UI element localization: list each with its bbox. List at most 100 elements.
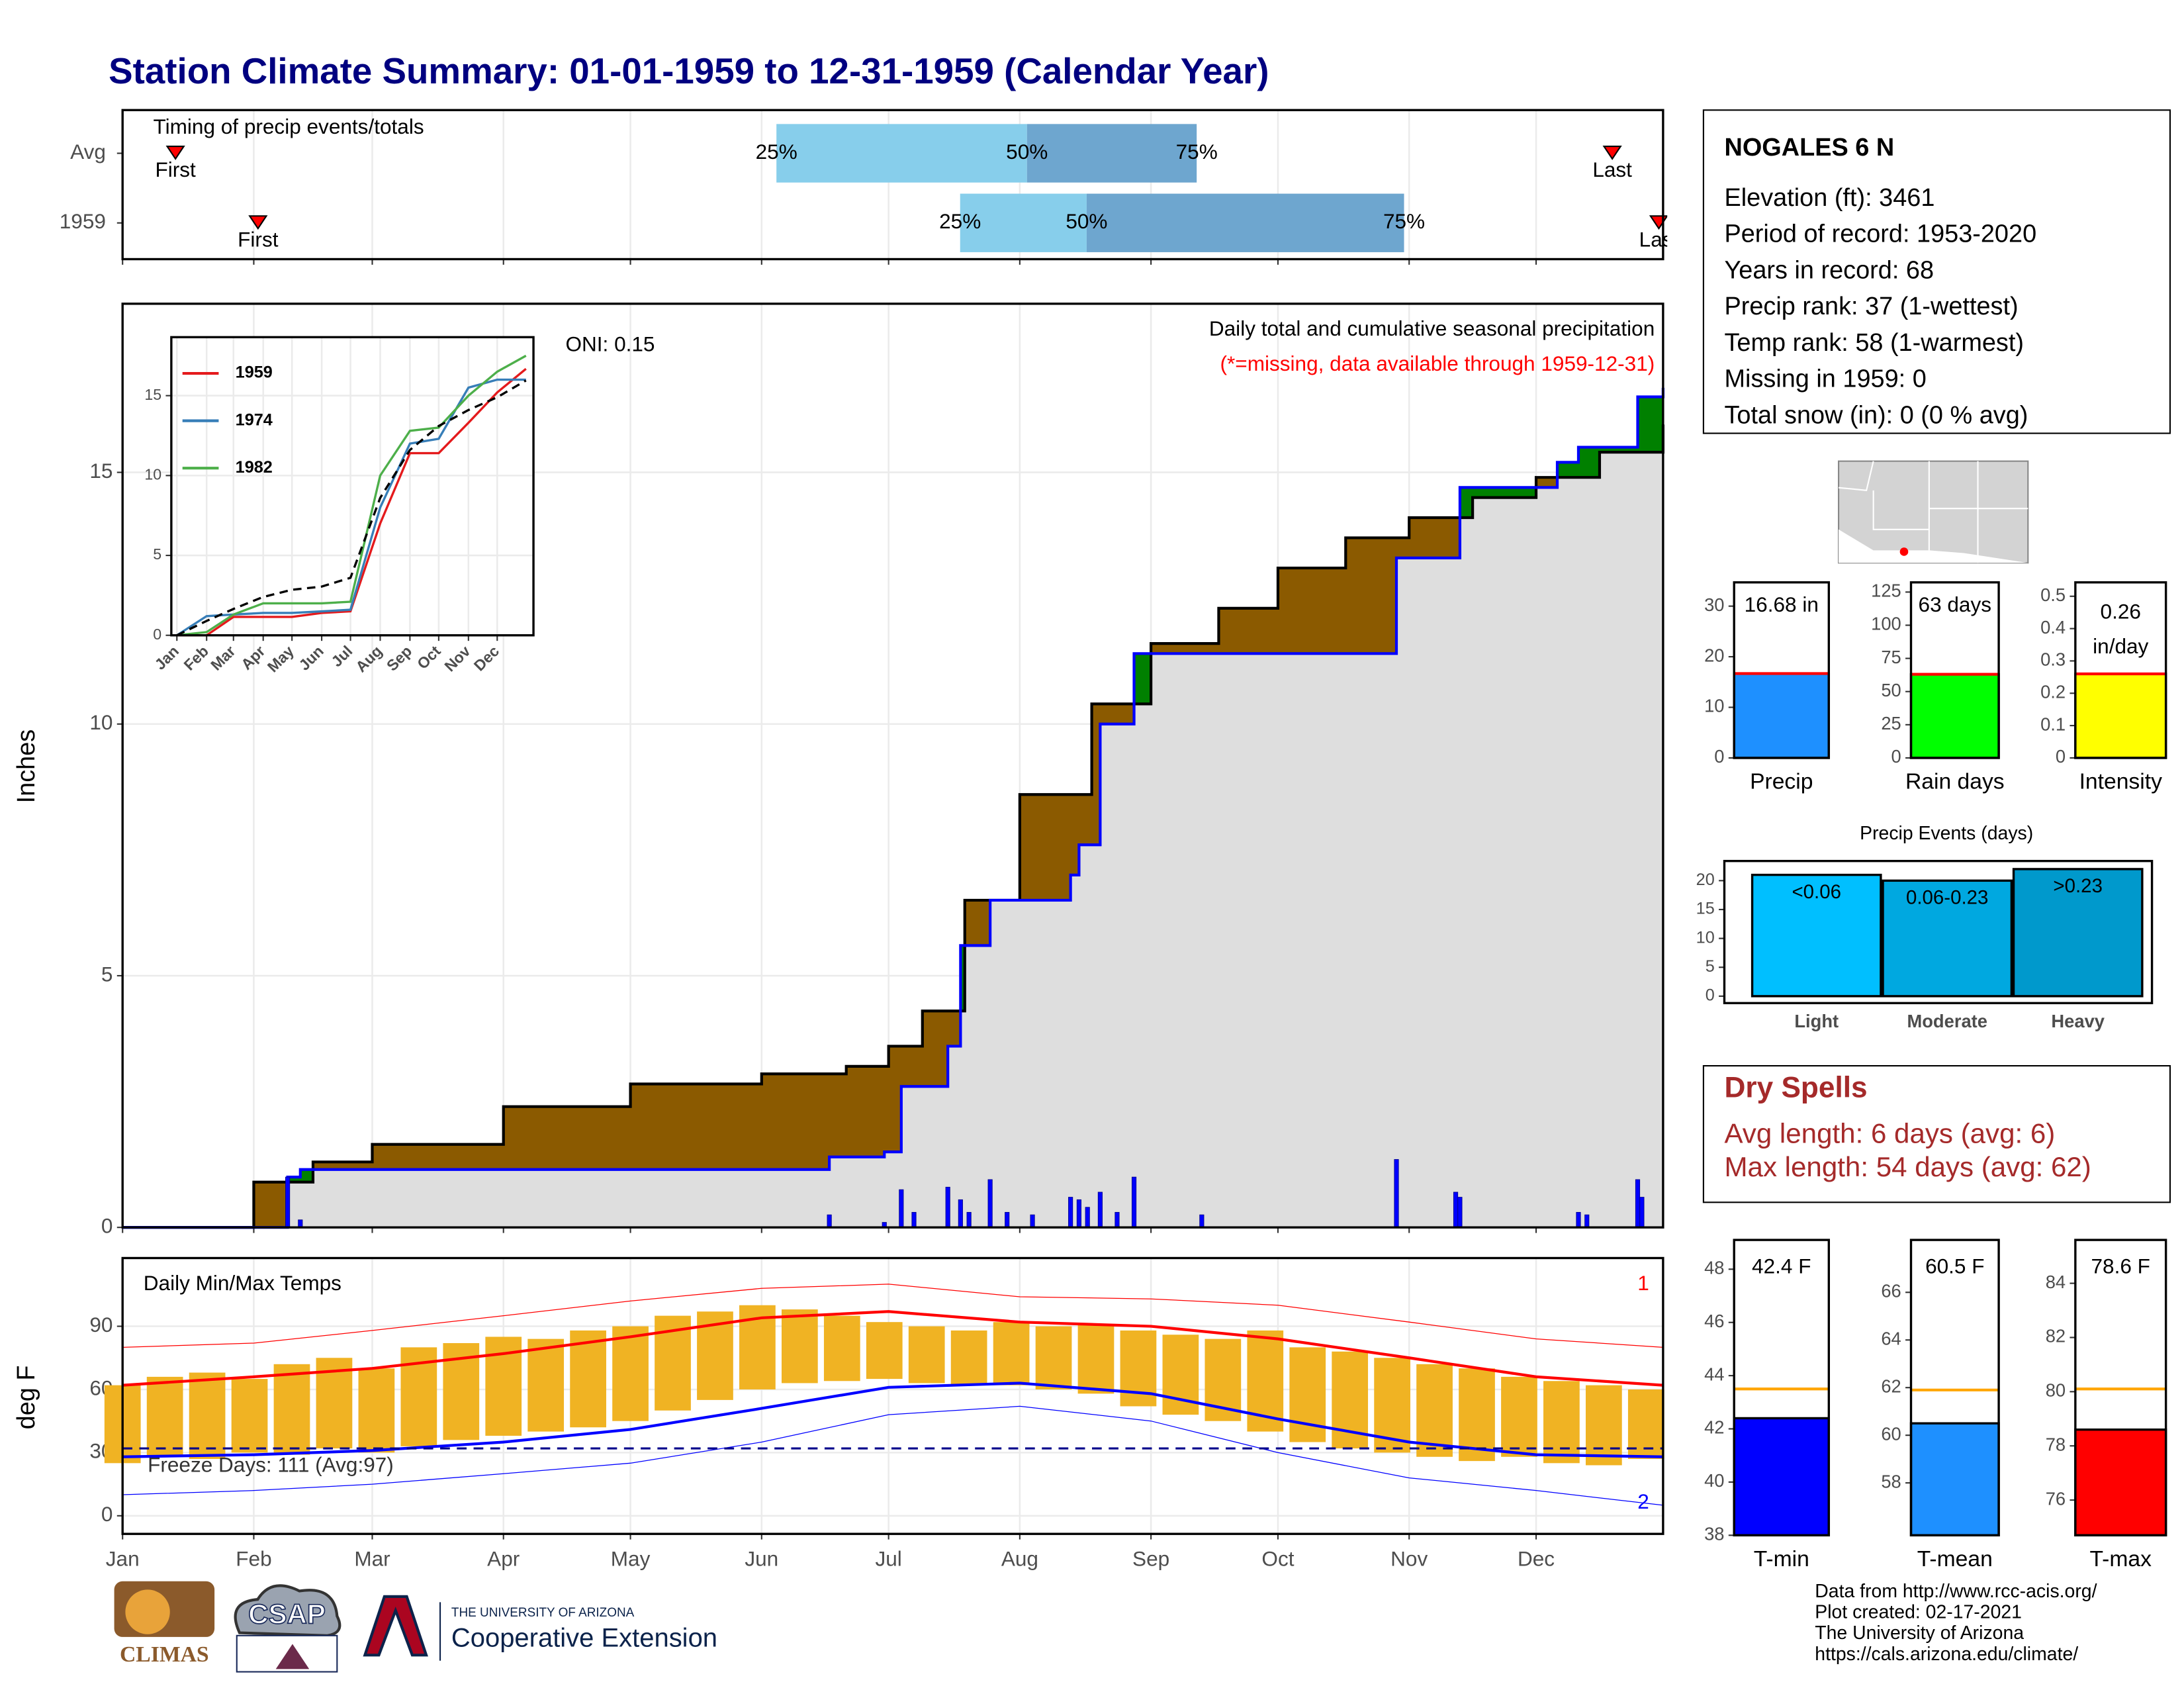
info-line: Elevation (ft): 3461 xyxy=(1724,184,1934,212)
row-label: 1959 xyxy=(60,209,106,233)
annotation: (*=missing, data available through 1959-… xyxy=(1220,352,1655,375)
panel-title: Precip Events (days) xyxy=(1860,823,2033,844)
value-label: 78.6 F xyxy=(2091,1254,2150,1278)
value-unit: in/day xyxy=(2093,634,2148,658)
summary-bar xyxy=(2074,1428,2167,1536)
daily-precip-bar xyxy=(1005,1211,1010,1228)
y-tick-label: 84 xyxy=(2046,1272,2066,1292)
value-label: 16.68 in xyxy=(1745,592,1819,616)
bar-value-label: >0.23 xyxy=(2053,875,2103,897)
csap-logo: CSAP xyxy=(248,1598,326,1629)
footer-line: Data from http://www.rcc-acis.org/ xyxy=(1815,1581,2097,1602)
y-tick-label: 75 xyxy=(1881,647,1901,667)
y-tick-label: 15 xyxy=(1696,900,1715,918)
info-line: Temp rank: 58 (1-warmest) xyxy=(1724,329,2024,357)
event-bar xyxy=(2012,868,2144,998)
daily-precip-bar xyxy=(966,1211,972,1228)
x-tick-label: Nov xyxy=(1390,1547,1428,1571)
oni-label: ONI: 0.15 xyxy=(565,332,655,355)
daily-precip-bar xyxy=(1097,1192,1103,1228)
dry-spells-box xyxy=(1702,1064,2171,1203)
page-title: Station Climate Summary: 01-01-1959 to 1… xyxy=(109,50,1269,91)
legend-label: 1959 xyxy=(236,363,273,382)
daily-precip-bar xyxy=(1394,1159,1399,1228)
daily-precip-bar xyxy=(298,1219,303,1228)
plot-frame xyxy=(1909,1239,2000,1536)
daily-precip-bar xyxy=(1115,1211,1120,1228)
info-line: Precip rank: 37 (1-wettest) xyxy=(1724,293,2018,320)
common-area xyxy=(122,424,1663,1228)
university-name: THE UNIVERSITY OF ARIZONA xyxy=(451,1606,635,1620)
daily-precip-bar xyxy=(1635,1179,1641,1228)
y-tick-label: 25 xyxy=(1881,713,1901,733)
plot-frame xyxy=(121,109,1664,261)
plot-frame xyxy=(2074,581,2167,759)
daily-temp-bar xyxy=(993,1322,1030,1385)
x-tick-label: Apr xyxy=(487,1547,520,1571)
csap-mountain xyxy=(275,1644,310,1669)
event-bar xyxy=(1882,879,2013,998)
y-tick-label: 10 xyxy=(144,465,161,483)
y-tick-label: 0.5 xyxy=(2040,585,2066,605)
event-marker xyxy=(248,215,268,230)
daily-temp-bar xyxy=(527,1338,565,1432)
footer-line: The University of Arizona xyxy=(1815,1622,2024,1644)
y-tick-label: 20 xyxy=(1704,645,1724,665)
quartile-label: 75% xyxy=(1176,140,1218,164)
event-marker xyxy=(1602,145,1622,160)
inset-line xyxy=(177,354,527,637)
daily-temp-bar xyxy=(570,1330,606,1428)
event-label: First xyxy=(238,227,279,251)
daily-precip-bar xyxy=(827,1214,832,1228)
bar-label: T-min xyxy=(1754,1547,1809,1571)
daily-temp-bar xyxy=(1416,1364,1453,1457)
x-tick-label: May xyxy=(611,1547,651,1571)
daily-precip-bar xyxy=(911,1211,917,1228)
info-line: Period of record: 1953-2020 xyxy=(1724,220,2036,248)
daily-precip-bar xyxy=(1076,1199,1081,1228)
quartile-label: 25% xyxy=(756,140,797,164)
corner-label: 2 xyxy=(1637,1489,1649,1513)
corner-label: 1 xyxy=(1637,1271,1649,1295)
daily-precip-bar xyxy=(1453,1192,1459,1228)
daily-precip-bar xyxy=(285,1176,291,1228)
y-tick-label: 80 xyxy=(2046,1380,2066,1401)
y-tick-label: 20 xyxy=(1696,870,1715,889)
legend-label: 1982 xyxy=(236,458,273,477)
value-label: 0.26 xyxy=(2101,599,2141,623)
daily-temp-bar xyxy=(1459,1368,1495,1462)
daily-temp-bar xyxy=(231,1379,268,1453)
x-tick-label: Jun xyxy=(745,1547,778,1571)
y-tick-label: 10 xyxy=(1704,696,1724,716)
quartile-label: 75% xyxy=(1383,209,1425,233)
x-tick-label: Moderate xyxy=(1907,1011,1987,1031)
y-tick-label: 0 xyxy=(1714,746,1724,767)
plot-frame xyxy=(121,1256,1664,1535)
station-dot xyxy=(1899,547,1909,556)
bar-value-label: <0.06 xyxy=(1792,881,1841,903)
daily-precip-bar xyxy=(1457,1197,1463,1228)
y-tick-label: 15 xyxy=(144,386,161,403)
x-tick-label: Light xyxy=(1794,1011,1839,1031)
bar-label: T-max xyxy=(2089,1547,2152,1571)
y-tick-label: 0 xyxy=(153,626,161,643)
dry-spells-line: Avg length: 6 days (avg: 6) xyxy=(1724,1117,2055,1149)
extension-name: Cooperative Extension xyxy=(451,1624,717,1653)
station-name: NOGALES 6 N xyxy=(1724,134,1894,162)
map-background xyxy=(1838,460,2029,564)
temp-line xyxy=(122,1310,1664,1387)
event-label: Last xyxy=(1639,227,1679,251)
daily-precip-bar xyxy=(987,1179,993,1228)
y-tick-label: 66 xyxy=(1881,1281,1901,1301)
daily-precip-bar xyxy=(1199,1214,1205,1228)
logos: CLIMAS CSAP THE UNIVERSITY OF ARIZONA Co… xyxy=(114,1581,717,1673)
y-tick-label: 44 xyxy=(1704,1364,1724,1384)
quartile-label: 25% xyxy=(939,209,981,233)
y-tick-label: 50 xyxy=(1881,680,1901,700)
y-tick-label: 38 xyxy=(1704,1524,1724,1544)
summary-bar xyxy=(1733,672,1831,759)
y-tick-label: 42 xyxy=(1704,1417,1724,1438)
y-tick-label: 0.2 xyxy=(2040,681,2066,702)
y-tick-label: 58 xyxy=(1881,1471,1901,1491)
